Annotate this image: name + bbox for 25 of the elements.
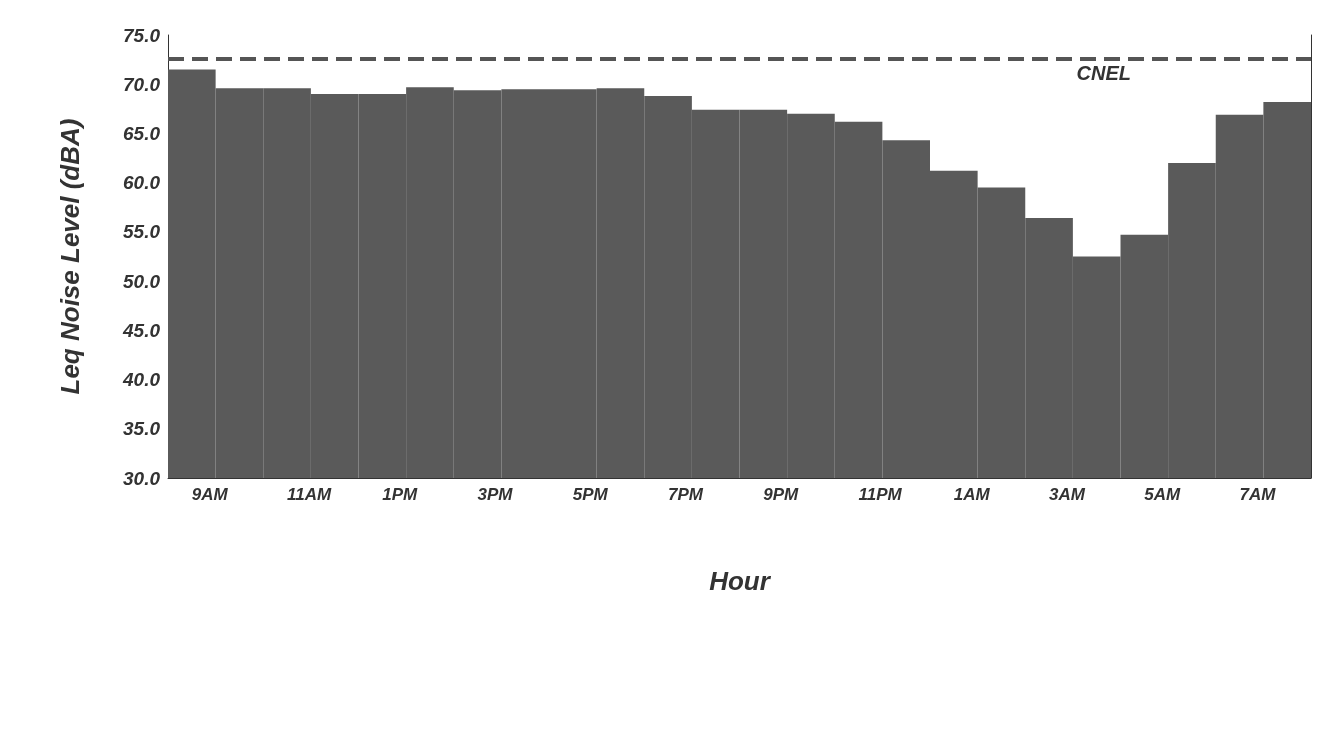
y-tick-label: 55.0 [123, 221, 161, 243]
y-tick-label: 70.0 [123, 73, 161, 95]
x-axis-title: Hour [709, 566, 772, 596]
y-tick-label: 60.0 [123, 172, 161, 194]
x-tick-label: 5AM [1144, 485, 1182, 504]
ref-line-label: CNEL [1076, 61, 1131, 84]
y-tick-label: 65.0 [123, 122, 161, 144]
x-tick-label: 3AM [1049, 485, 1086, 504]
y-tick-label: 45.0 [122, 319, 161, 341]
x-tick-label: 7PM [668, 485, 704, 504]
y-tick-label: 30.0 [123, 467, 161, 489]
y-tick-label: 35.0 [123, 418, 161, 440]
x-tick-label: 9AM [191, 485, 229, 504]
y-tick-label: 50.0 [123, 270, 161, 292]
x-tick-label: 1AM [953, 485, 991, 504]
y-tick-label: 75.0 [123, 24, 161, 46]
x-tick-label: 11AM [287, 485, 332, 504]
y-tick-label: 40.0 [122, 369, 161, 391]
y-axis-title: Leq Noise Level (dBA) [55, 118, 85, 395]
x-tick-label: 7AM [1239, 485, 1277, 504]
x-tick-label: 1PM [382, 485, 419, 504]
x-tick-label: 3PM [477, 485, 514, 504]
x-tick-label: 9PM [763, 485, 800, 504]
x-tick-label: 11PM [858, 485, 903, 504]
x-tick-label: 5PM [572, 485, 609, 504]
